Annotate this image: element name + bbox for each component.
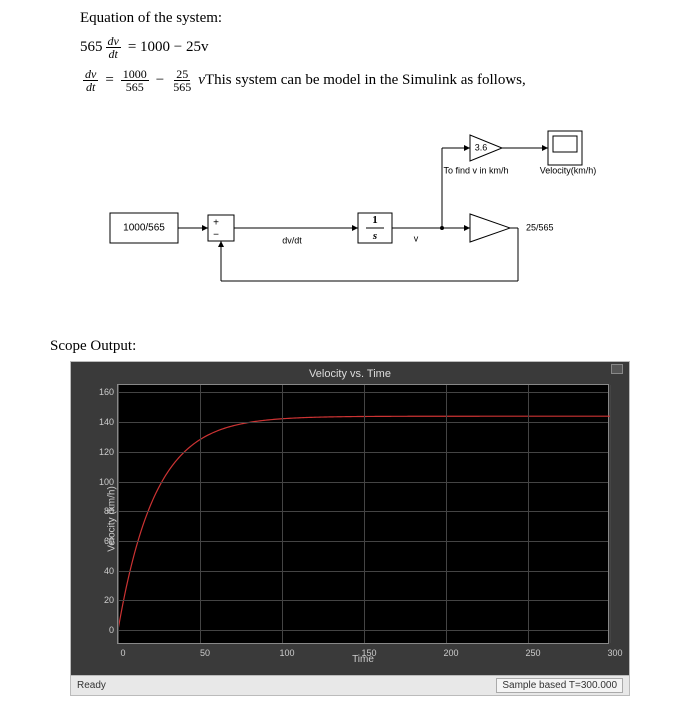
grid-v: [118, 385, 119, 643]
ytick: 160: [90, 387, 114, 397]
grid-h: [118, 392, 608, 393]
xtick: 150: [354, 648, 384, 658]
grid-v: [364, 385, 365, 643]
svg-text:s: s: [372, 230, 377, 242]
svg-text:−: −: [213, 230, 219, 241]
status-sample: Sample based T=300.000: [496, 678, 623, 693]
xtick: 50: [190, 648, 220, 658]
equation-1: 565 dv dt = 1000 − 25v: [80, 35, 620, 60]
svg-text:Velocity(km/h): Velocity(km/h): [540, 165, 597, 175]
eq2-minus: −: [156, 72, 164, 89]
eq2-lhs: dv dt: [83, 68, 98, 93]
xtick: 200: [436, 648, 466, 658]
eq2-t2: 25 565: [171, 68, 193, 93]
svg-text:To find v in km/h: To find v in km/h: [443, 165, 508, 175]
scope-corner-icon[interactable]: [611, 364, 623, 374]
grid-h: [118, 541, 608, 542]
eq2-t1: 1000 565: [121, 68, 149, 93]
equation-2: dv dt = 1000 565 − 25 565 v This system …: [80, 68, 620, 93]
ytick: 60: [90, 536, 114, 546]
grid-v: [610, 385, 611, 643]
grid-h: [118, 452, 608, 453]
ytick: 120: [90, 447, 114, 457]
svg-text:+: +: [213, 218, 219, 229]
eq1-coeff: 565: [80, 39, 103, 56]
svg-text:1: 1: [372, 214, 378, 226]
grid-v: [200, 385, 201, 643]
eq2-lhs-den: dt: [84, 81, 97, 93]
xtick: 250: [518, 648, 548, 658]
ytick: 80: [90, 506, 114, 516]
xtick: 100: [272, 648, 302, 658]
svg-text:3.6: 3.6: [475, 142, 488, 152]
svg-text:1000/565: 1000/565: [123, 223, 165, 234]
simulink-diagram: 1000/565 +− dv/dt 1 s v 3.6 To find v in km/h Ve…: [70, 113, 620, 318]
eq2-t2-den: 565: [171, 81, 193, 93]
eq2-t1-den: 565: [124, 81, 146, 93]
eq2-tail: This system can be model in the Simulink…: [205, 72, 526, 89]
svg-text:v: v: [414, 233, 419, 243]
grid-h: [118, 422, 608, 423]
scope-window: Velocity vs. Time Velocity (km/h) 020406…: [70, 361, 630, 696]
grid-v: [446, 385, 447, 643]
ytick: 40: [90, 566, 114, 576]
grid-h: [118, 482, 608, 483]
eq2-var: v: [198, 72, 205, 89]
grid-h: [118, 511, 608, 512]
grid-v: [282, 385, 283, 643]
eq1-den: dt: [106, 48, 119, 60]
eq1-fraction: dv dt: [106, 35, 121, 60]
scope-heading: Scope Output:: [50, 338, 620, 355]
grid-v: [528, 385, 529, 643]
svg-text:25/565: 25/565: [526, 222, 554, 232]
grid-h: [118, 571, 608, 572]
ytick: 140: [90, 417, 114, 427]
scope-inner: Velocity vs. Time Velocity (km/h) 020406…: [71, 362, 629, 675]
scope-status-bar: Ready Sample based T=300.000: [71, 675, 629, 695]
eq1-rhs: = 1000 − 25v: [128, 39, 209, 56]
ytick: 0: [90, 625, 114, 635]
svg-text:dv/dt: dv/dt: [282, 235, 302, 245]
xtick: 300: [600, 648, 630, 658]
xtick: 0: [108, 648, 138, 658]
ytick: 20: [90, 595, 114, 605]
equation-heading: Equation of the system:: [80, 10, 620, 27]
ytick: 100: [90, 477, 114, 487]
grid-h: [118, 630, 608, 631]
eq2-eq: =: [105, 72, 113, 89]
grid-h: [118, 600, 608, 601]
scope-title: Velocity vs. Time: [75, 366, 625, 384]
status-ready: Ready: [77, 680, 106, 691]
scope-plot-area: 020406080100120140160050100150200250300: [117, 384, 609, 644]
